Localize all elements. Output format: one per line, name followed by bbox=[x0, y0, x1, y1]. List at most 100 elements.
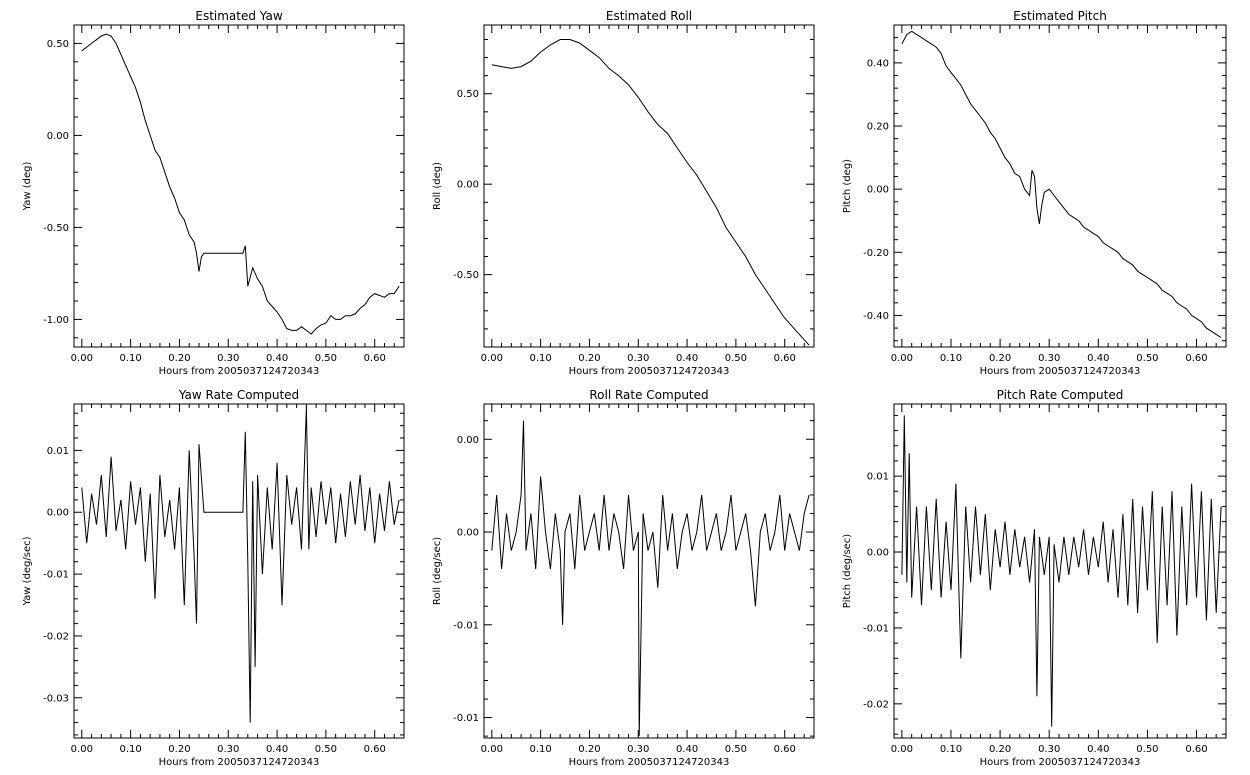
plot-frame bbox=[483, 403, 815, 739]
x-axis-label: Hours from 2005037124720343 bbox=[980, 366, 1141, 377]
x-tick-label: 0.40 bbox=[1087, 744, 1109, 755]
x-axis-label: Hours from 2005037124720343 bbox=[159, 366, 320, 377]
panel-estimated-roll: Estimated Roll Hours from 20050371247203… bbox=[432, 9, 815, 377]
y-tick-label: -0.01 bbox=[43, 570, 69, 581]
y-tick-label: -0.50 bbox=[43, 223, 69, 234]
y-tick-label: 0.20 bbox=[867, 122, 889, 133]
x-tick-label: 0.20 bbox=[989, 353, 1011, 364]
plot-frame bbox=[893, 403, 1227, 739]
x-tick-label: 0.40 bbox=[266, 744, 288, 755]
y-tick-label: -0.50 bbox=[453, 270, 479, 281]
y-tick-label: -0.02 bbox=[863, 699, 889, 710]
chart-title: Pitch Rate Computed bbox=[997, 388, 1124, 402]
plot-frame bbox=[893, 24, 1227, 348]
x-axis-label: Hours from 2005037124720343 bbox=[980, 757, 1141, 768]
x-tick-label: 0.60 bbox=[774, 744, 796, 755]
x-tick-label: 0.00 bbox=[891, 744, 913, 755]
x-tick-label: 0.40 bbox=[266, 353, 288, 364]
y-axis-label: Pitch (deg/sec) bbox=[842, 534, 853, 609]
y-axis-label: Roll (deg) bbox=[432, 162, 443, 210]
x-tick-label: 0.00 bbox=[71, 353, 93, 364]
panel-roll-rate: Roll Rate Computed Hours from 2005037124… bbox=[432, 388, 815, 768]
series-line bbox=[901, 415, 1222, 727]
x-tick-label: 0.30 bbox=[627, 744, 649, 755]
x-axis-label: Hours from 2005037124720343 bbox=[569, 757, 730, 768]
series-line bbox=[901, 30, 1222, 338]
y-tick-label: 0.00 bbox=[47, 131, 69, 142]
series-line bbox=[491, 39, 810, 346]
x-tick-label: 0.10 bbox=[529, 744, 551, 755]
y-tick-label: -0.01 bbox=[453, 713, 479, 724]
x-tick-label: 0.10 bbox=[119, 353, 141, 364]
x-tick-label: 0.10 bbox=[940, 744, 962, 755]
y-axis-label: Roll (deg/sec) bbox=[432, 537, 443, 605]
x-tick-label: 0.30 bbox=[217, 744, 239, 755]
y-tick-label: 0.00 bbox=[457, 435, 479, 446]
x-tick-label: 0.50 bbox=[725, 353, 747, 364]
x-tick-label: 0.30 bbox=[627, 353, 649, 364]
y-tick-label: -0.03 bbox=[43, 693, 69, 704]
x-tick-label: 0.50 bbox=[315, 353, 337, 364]
panel-estimated-pitch: Estimated Pitch Hours from 2005037124720… bbox=[842, 9, 1227, 377]
x-axis-label: Hours from 2005037124720343 bbox=[569, 366, 730, 377]
y-tick-label: 0.01 bbox=[47, 446, 69, 457]
panel-yaw-rate: Yaw Rate Computed Hours from 20050371247… bbox=[22, 388, 405, 768]
plot-frame bbox=[73, 403, 405, 739]
y-tick-label: -0.01 bbox=[453, 620, 479, 631]
x-tick-label: 0.50 bbox=[1136, 744, 1158, 755]
x-tick-label: 0.30 bbox=[1038, 353, 1060, 364]
x-tick-label: 0.30 bbox=[1038, 744, 1060, 755]
x-tick-label: 0.60 bbox=[364, 744, 386, 755]
x-tick-label: 0.40 bbox=[1087, 353, 1109, 364]
x-tick-label: 0.00 bbox=[71, 744, 93, 755]
x-tick-label: 0.50 bbox=[1136, 353, 1158, 364]
panel-estimated-yaw: Estimated Yaw Hours from 200503712472034… bbox=[22, 9, 405, 377]
x-tick-label: 0.50 bbox=[725, 744, 747, 755]
x-tick-label: 0.20 bbox=[578, 744, 600, 755]
x-tick-label: 0.20 bbox=[168, 744, 190, 755]
x-tick-label: 0.20 bbox=[578, 353, 600, 364]
x-tick-label: 0.10 bbox=[119, 744, 141, 755]
chart-title: Estimated Pitch bbox=[1013, 9, 1107, 23]
panel-pitch-rate: Pitch Rate Computed Hours from 200503712… bbox=[842, 388, 1227, 768]
chart-title: Yaw Rate Computed bbox=[178, 388, 299, 402]
series-line bbox=[81, 407, 400, 723]
y-tick-label: 0.50 bbox=[47, 39, 69, 50]
x-tick-label: 0.40 bbox=[676, 744, 698, 755]
x-tick-label: 0.60 bbox=[1185, 353, 1207, 364]
plot-frame bbox=[73, 24, 405, 348]
x-tick-label: 0.00 bbox=[481, 744, 503, 755]
y-tick-label: 0.01 bbox=[867, 472, 889, 483]
x-tick-label: 0.10 bbox=[940, 353, 962, 364]
x-tick-label: 0.20 bbox=[168, 353, 190, 364]
x-tick-label: 0.60 bbox=[1185, 744, 1207, 755]
x-tick-label: 0.60 bbox=[774, 353, 796, 364]
y-tick-label: 0.00 bbox=[867, 548, 889, 559]
chart-title: Roll Rate Computed bbox=[589, 388, 708, 402]
y-tick-label: 0.00 bbox=[457, 528, 479, 539]
y-tick-label: -0.02 bbox=[43, 631, 69, 642]
x-tick-label: 0.40 bbox=[676, 353, 698, 364]
y-axis-label: Yaw (deg) bbox=[22, 161, 33, 211]
y-tick-label: 0.50 bbox=[457, 89, 479, 100]
y-tick-label: -1.00 bbox=[43, 315, 69, 326]
y-axis-label: Pitch (deg) bbox=[842, 159, 853, 213]
x-tick-label: 0.00 bbox=[481, 353, 503, 364]
y-tick-label: 0.00 bbox=[867, 185, 889, 196]
y-tick-label: -0.20 bbox=[863, 248, 889, 259]
x-tick-label: 0.20 bbox=[989, 744, 1011, 755]
y-tick-label: -0.40 bbox=[863, 311, 889, 322]
y-tick-label: 0.00 bbox=[457, 180, 479, 191]
plot-frame bbox=[483, 24, 815, 348]
x-tick-label: 0.50 bbox=[315, 744, 337, 755]
x-tick-label: 0.30 bbox=[217, 353, 239, 364]
chart-title: Estimated Yaw bbox=[195, 9, 282, 23]
series-line bbox=[491, 420, 810, 737]
x-tick-label: 0.00 bbox=[891, 353, 913, 364]
x-axis-label: Hours from 2005037124720343 bbox=[159, 757, 320, 768]
y-tick-label: 0.40 bbox=[867, 58, 889, 69]
x-tick-label: 0.60 bbox=[364, 353, 386, 364]
series-line bbox=[81, 33, 400, 335]
y-axis-label: Yaw (deg/sec) bbox=[22, 536, 33, 606]
